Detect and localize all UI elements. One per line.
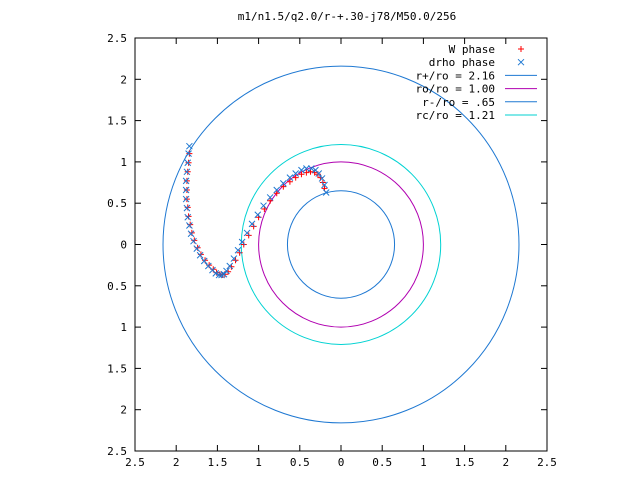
legend-swatch-marker bbox=[518, 46, 524, 52]
cross-point bbox=[286, 174, 294, 181]
circle-series bbox=[286, 190, 396, 299]
axis-ticks: 2.5 2 1.5 1 0.5 0 0.5 1 1.5 2 2.52.521.510.500.511… bbox=[107, 32, 557, 469]
cross-point bbox=[312, 166, 319, 174]
x-tick-label: 0.5 bbox=[290, 456, 310, 469]
x-tick-label: 0.5 bbox=[372, 456, 392, 469]
x-tick-label: 2 bbox=[502, 456, 509, 469]
legend-label: rc/ro = 1.21 bbox=[416, 109, 495, 122]
cross-point bbox=[218, 271, 225, 279]
cross-point bbox=[260, 202, 267, 210]
y-tick-label: 2.5 bbox=[107, 32, 127, 45]
cross-point bbox=[183, 168, 191, 176]
cross-point bbox=[215, 271, 223, 279]
cross-point bbox=[230, 255, 238, 262]
y-tick-label: 1.5 bbox=[107, 362, 127, 375]
x-tick-label: 1.5 bbox=[455, 456, 475, 469]
cross-point bbox=[193, 245, 201, 252]
legend-label: W phase bbox=[449, 43, 495, 56]
cross-point bbox=[238, 238, 246, 246]
y-tick-label: 0.5 bbox=[107, 280, 127, 293]
plus-point bbox=[186, 150, 193, 157]
cross-point bbox=[303, 165, 310, 172]
plus-point bbox=[319, 179, 326, 186]
legend-label: drho phase bbox=[429, 56, 495, 69]
cross-point bbox=[266, 194, 274, 201]
cross-point bbox=[186, 222, 193, 229]
x-tick-label: 1 bbox=[255, 456, 262, 469]
cross-point bbox=[196, 251, 204, 259]
cross-point bbox=[254, 211, 262, 219]
cross-point bbox=[183, 204, 191, 212]
y-tick-label: 2 bbox=[120, 404, 127, 417]
cross-point bbox=[190, 237, 197, 245]
cross-point bbox=[223, 267, 230, 275]
x-tick-label: 2 bbox=[173, 456, 180, 469]
y-tick-label: 1.5 bbox=[107, 115, 127, 128]
cross-point bbox=[182, 186, 190, 194]
x-tick-label: 0 bbox=[338, 456, 345, 469]
legend-label: r+/ro = 2.16 bbox=[416, 69, 495, 82]
circle-series bbox=[258, 161, 424, 328]
plus-point bbox=[267, 197, 274, 204]
plus-point bbox=[183, 186, 190, 193]
plus-point bbox=[183, 196, 190, 203]
cross-point bbox=[182, 177, 190, 185]
plus-point bbox=[292, 174, 299, 181]
cross-point bbox=[185, 150, 192, 157]
cross-point bbox=[273, 186, 281, 194]
y-tick-label: 0.5 bbox=[107, 197, 127, 210]
y-tick-label: 1 bbox=[120, 156, 127, 169]
cross-point bbox=[292, 170, 300, 177]
plus-point bbox=[298, 171, 305, 178]
plus-point bbox=[185, 159, 192, 166]
y-tick-label: 1 bbox=[120, 321, 127, 334]
cross-point bbox=[226, 262, 234, 270]
circle-series bbox=[240, 144, 442, 345]
plus-point bbox=[286, 178, 293, 185]
y-tick-label: 0 bbox=[120, 239, 127, 252]
legend-label: ro/ro = 1.00 bbox=[416, 83, 495, 96]
cross-point bbox=[204, 262, 212, 270]
y-tick-label: 2.5 bbox=[107, 445, 127, 458]
cross-point bbox=[298, 166, 305, 174]
x-tick-label: 1 bbox=[420, 456, 427, 469]
cross-point bbox=[200, 257, 208, 265]
plus-point bbox=[240, 241, 247, 248]
legend-label: r-/ro = .65 bbox=[422, 96, 495, 109]
cross-point bbox=[184, 213, 192, 221]
cross-point bbox=[307, 165, 315, 172]
y-tick-label: 2 bbox=[120, 73, 127, 86]
x-tick-label: 2.5 bbox=[537, 456, 557, 469]
plus-point bbox=[280, 183, 287, 190]
legend-swatch-marker bbox=[517, 58, 525, 66]
cross-point bbox=[318, 175, 326, 182]
x-tick-label: 2.5 bbox=[125, 456, 145, 469]
chart-title: m1/n1.5/q2.0/r-+.30-j78/M50.0/256 bbox=[238, 10, 457, 23]
cross-point bbox=[182, 195, 190, 203]
cross-point bbox=[321, 181, 328, 189]
plus-point bbox=[183, 177, 190, 184]
plus-point bbox=[250, 223, 257, 230]
cross-point bbox=[322, 189, 330, 196]
points-layer bbox=[182, 142, 330, 279]
plus-point bbox=[236, 249, 243, 256]
cross-point bbox=[184, 159, 192, 167]
x-tick-label: 1.5 bbox=[207, 456, 227, 469]
plus-point bbox=[273, 190, 280, 197]
circle-series bbox=[162, 65, 520, 424]
plus-point bbox=[245, 232, 252, 239]
cross-point bbox=[186, 142, 193, 150]
cross-point bbox=[243, 229, 251, 237]
cross-point bbox=[234, 246, 242, 254]
plus-point bbox=[184, 168, 191, 175]
cross-point bbox=[248, 220, 256, 228]
cross-point bbox=[279, 180, 287, 187]
cross-point bbox=[187, 230, 195, 238]
